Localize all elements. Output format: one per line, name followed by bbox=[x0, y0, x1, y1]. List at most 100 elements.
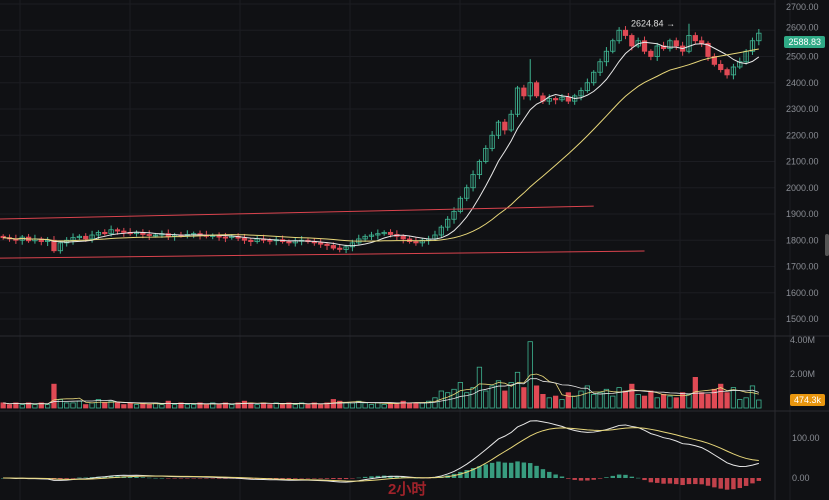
candle-body bbox=[318, 242, 324, 245]
candle-body bbox=[699, 40, 705, 44]
volume-bar bbox=[184, 404, 190, 409]
volume-bar bbox=[699, 392, 705, 409]
price-tick-label: 2100.00 bbox=[786, 157, 819, 167]
macd-histogram-bar bbox=[629, 476, 635, 478]
volume-bar bbox=[273, 402, 279, 409]
candle-body bbox=[222, 236, 229, 239]
candle-body bbox=[387, 231, 394, 235]
macd-histogram-bar bbox=[274, 478, 279, 479]
macd-histogram-bar bbox=[64, 478, 69, 479]
volume-bar bbox=[673, 397, 679, 409]
candle-body bbox=[457, 197, 463, 212]
macd-histogram-bar bbox=[134, 476, 139, 478]
volume-bar bbox=[667, 395, 673, 409]
price-tick-label: 2400.00 bbox=[786, 78, 819, 88]
macd-histogram-bar bbox=[470, 468, 476, 478]
macd-histogram-bar bbox=[553, 474, 558, 478]
candle-body bbox=[705, 42, 711, 57]
macd-histogram-bar bbox=[216, 478, 222, 479]
price-tick-label: 2200.00 bbox=[786, 130, 819, 140]
price-tick-label: 1700.00 bbox=[786, 262, 819, 272]
macd-histogram-bar bbox=[210, 478, 215, 479]
candle-body bbox=[368, 234, 375, 237]
macd-histogram-bar bbox=[293, 478, 298, 479]
macd-histogram-bar bbox=[369, 476, 374, 478]
candle-body bbox=[641, 40, 648, 52]
volume-bar bbox=[108, 400, 114, 409]
candle-body bbox=[724, 69, 730, 76]
macd-histogram-bar bbox=[204, 478, 209, 479]
candle-body bbox=[603, 50, 610, 63]
candle-body bbox=[737, 61, 743, 68]
volume-tick-label: 4.00M bbox=[790, 335, 815, 345]
volume-bar bbox=[159, 404, 165, 409]
volume-bar bbox=[533, 385, 540, 409]
candle-body bbox=[286, 241, 292, 244]
candle-body bbox=[330, 245, 336, 249]
macd-histogram-bar bbox=[58, 478, 63, 480]
volume-bar bbox=[146, 404, 152, 409]
price-tick-label: 1500.00 bbox=[786, 314, 819, 324]
candle-body bbox=[83, 235, 89, 240]
volume-bar bbox=[102, 402, 108, 409]
candle-body bbox=[591, 71, 597, 84]
candle-body bbox=[508, 113, 514, 131]
volume-bar bbox=[292, 404, 298, 409]
candle-body bbox=[343, 246, 349, 250]
candle-body bbox=[89, 234, 95, 240]
macd-histogram-bar bbox=[591, 478, 596, 480]
volume-bar bbox=[6, 404, 13, 409]
volume-bar bbox=[705, 393, 711, 409]
macd-histogram-bar bbox=[743, 478, 749, 486]
macd-histogram-bar bbox=[147, 477, 152, 479]
volume-bar bbox=[591, 393, 597, 409]
macd-histogram-bar bbox=[508, 462, 514, 478]
volume-bar bbox=[286, 402, 292, 409]
candle-body bbox=[57, 242, 63, 252]
candle-body bbox=[553, 98, 559, 101]
volume-tick-label: 2.00M bbox=[790, 369, 815, 379]
macd-histogram-bar bbox=[718, 478, 723, 489]
macd-histogram-bar bbox=[756, 478, 762, 481]
macd-histogram-bar bbox=[610, 475, 615, 478]
macd-histogram-bar bbox=[70, 478, 76, 479]
volume-bar bbox=[165, 400, 171, 409]
timeframe-watermark: 2小时 bbox=[388, 481, 427, 498]
volume-bar bbox=[381, 404, 387, 409]
candle-body bbox=[514, 87, 521, 115]
macd-histogram-bar bbox=[362, 476, 368, 478]
candle-body bbox=[578, 90, 584, 97]
volume-bar bbox=[38, 402, 44, 409]
volume-ma-line bbox=[3, 378, 759, 405]
candle-body bbox=[0, 235, 6, 239]
macd-histogram-bar bbox=[655, 478, 660, 483]
volume-bar bbox=[730, 387, 737, 409]
candle-body bbox=[413, 241, 419, 244]
volume-bar bbox=[121, 404, 127, 409]
macd-histogram-bar bbox=[566, 478, 571, 479]
macd-histogram-bar bbox=[197, 478, 203, 479]
macd-histogram-bar bbox=[127, 476, 133, 478]
axis-scale-handle[interactable] bbox=[825, 234, 829, 256]
volume-bar bbox=[457, 382, 463, 409]
macd-histogram-bar bbox=[375, 475, 381, 478]
volume-bar bbox=[13, 402, 19, 409]
candle-body bbox=[533, 82, 540, 97]
volume-bar bbox=[680, 392, 686, 409]
macd-histogram-bar bbox=[724, 478, 730, 490]
macd-histogram-bar bbox=[172, 478, 177, 479]
volume-bar bbox=[578, 390, 584, 409]
macd-histogram-bar bbox=[528, 463, 533, 478]
volume-bar bbox=[64, 402, 70, 409]
macd-histogram-bar bbox=[597, 478, 603, 479]
volume-bar bbox=[299, 402, 305, 409]
volume-bar bbox=[349, 402, 356, 409]
macd-histogram-bar bbox=[750, 478, 755, 484]
volume-bar bbox=[337, 400, 343, 409]
volume-bar bbox=[368, 404, 375, 409]
volume-bar bbox=[95, 399, 102, 409]
volume-bar bbox=[610, 395, 616, 409]
candle-body bbox=[45, 239, 51, 242]
volume-bar bbox=[83, 404, 89, 409]
